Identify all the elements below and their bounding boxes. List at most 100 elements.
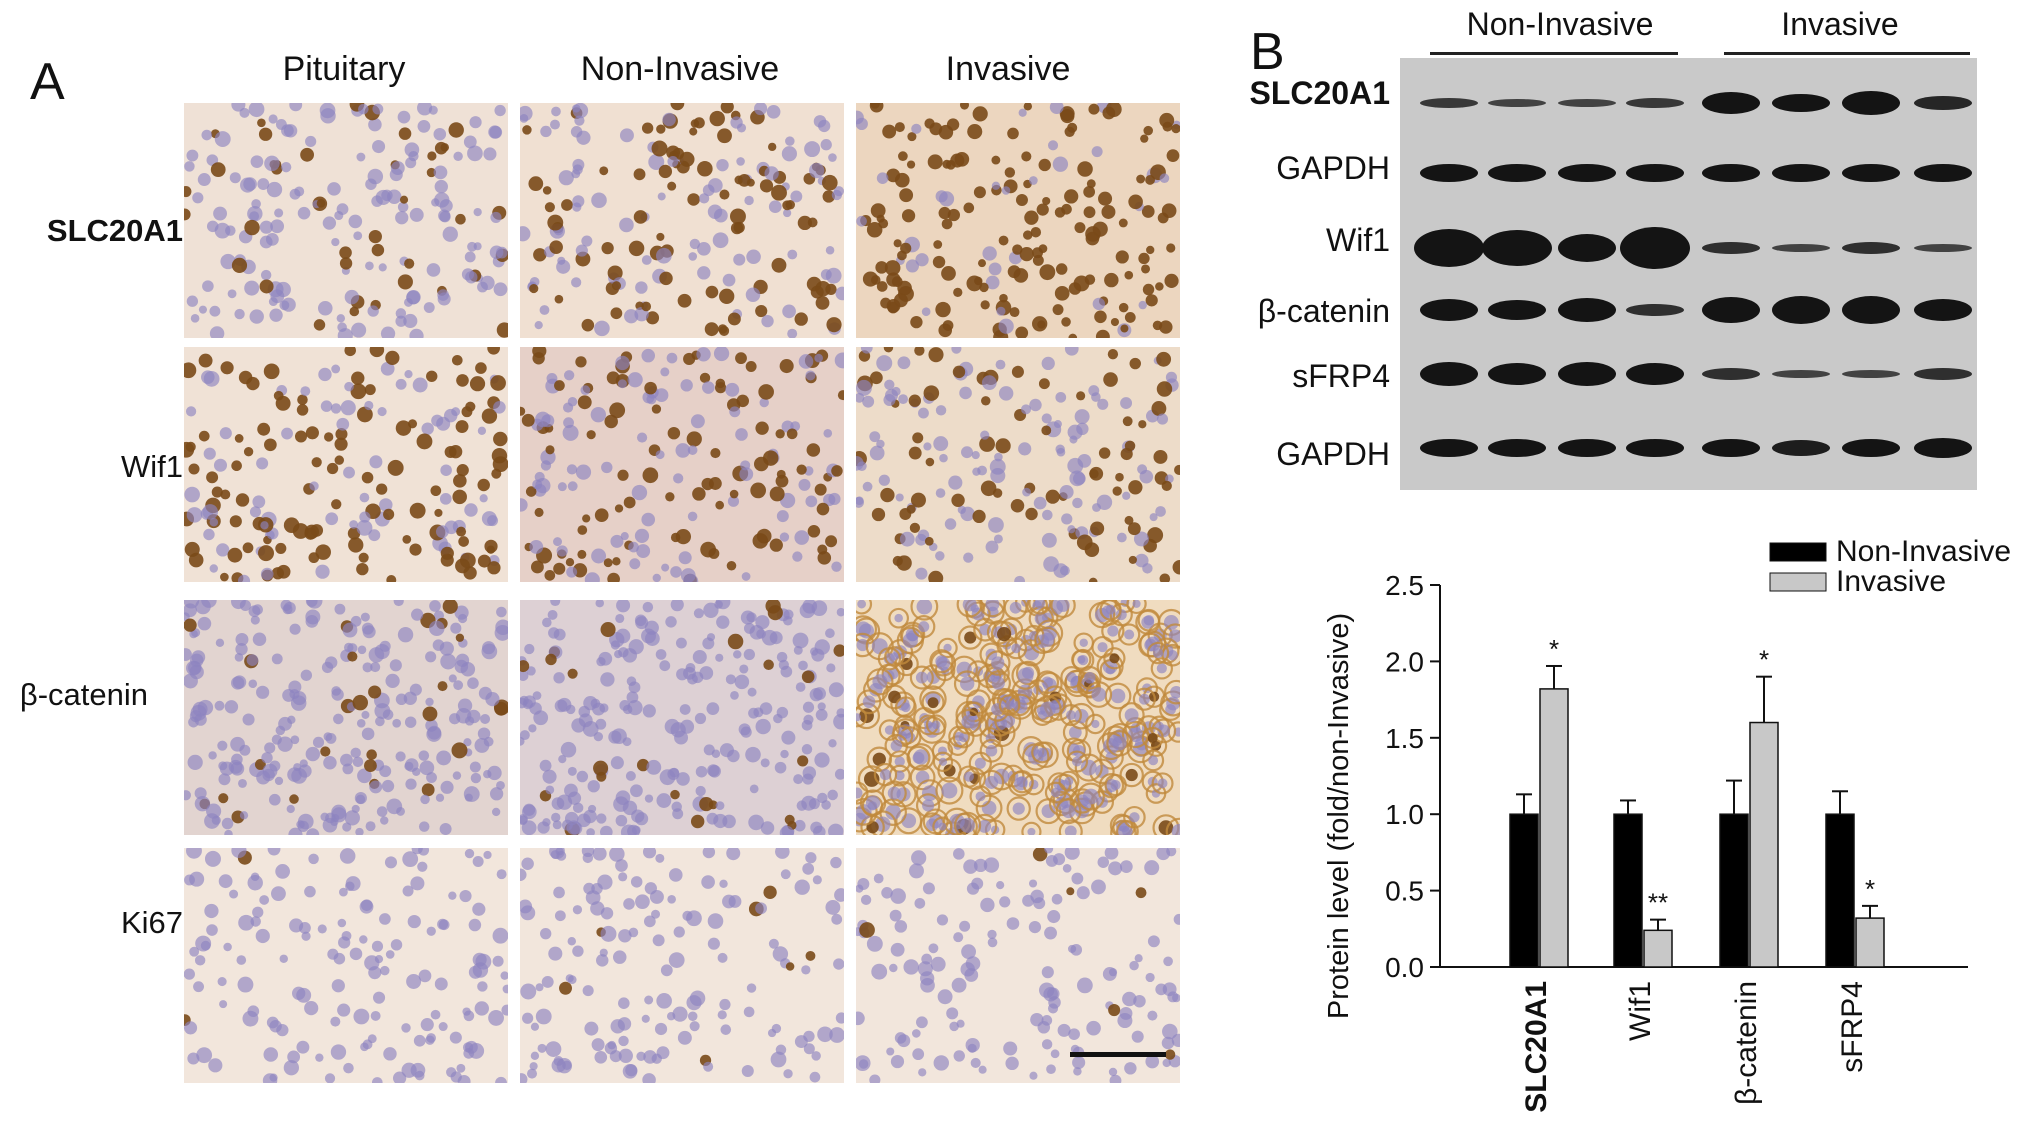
blot-group-line-invasive: [1724, 52, 1970, 55]
blot-band-r1-l2: [1558, 164, 1616, 182]
blot-band-r3-l7: [1914, 299, 1972, 321]
ihc-tile-r2-c0: [184, 600, 508, 835]
y-tick-label: 2.0: [1385, 646, 1424, 677]
blot-band-r3-l0: [1420, 299, 1478, 321]
blot-band-r1-l1: [1488, 164, 1546, 182]
bar-invasive-3: [1855, 917, 1885, 968]
y-tick-label: 1.0: [1385, 799, 1424, 830]
blot-band-r0-l1: [1488, 99, 1546, 107]
column-header-invasive: Invasive: [945, 50, 1071, 88]
blot-band-r2-l5: [1772, 244, 1830, 252]
bar-non-invasive-3: [1825, 813, 1855, 968]
blot-band-r1-l0: [1420, 164, 1478, 182]
western-blot-bands: [1414, 91, 1972, 458]
bar-invasive-0: [1539, 688, 1569, 968]
significance-marker: **: [1648, 888, 1668, 918]
blot-group-non-invasive: Non-Invasive: [1466, 6, 1654, 42]
bar-non-invasive-1: [1613, 813, 1643, 968]
blot-band-r2-l0: [1414, 229, 1484, 267]
western-blot: [1400, 58, 1977, 490]
blot-band-r5-l6: [1842, 439, 1900, 457]
blot-band-r2-l2: [1558, 234, 1616, 262]
y-axis-title: Protein level (fold/non-Invasive): [1323, 613, 1355, 1019]
row-label-slc20a1: SLC20A1: [46, 213, 183, 248]
ihc-tile-r1-c0: [184, 347, 508, 582]
blot-band-r5-l7: [1914, 438, 1972, 458]
legend-label-0: Non-Invasive: [1836, 535, 2011, 568]
blot-band-r3-l6: [1842, 296, 1900, 324]
blot-band-r2-l6: [1842, 242, 1900, 254]
blot-band-r0-l3: [1626, 98, 1684, 108]
y-tick-label: 1.5: [1385, 723, 1424, 754]
ihc-tile-r3-c0: [184, 848, 508, 1083]
ihc-tile-r2-c2: [856, 600, 1180, 835]
blot-band-r2-l4: [1702, 242, 1760, 254]
blot-band-r1-l3: [1626, 164, 1684, 182]
scale-bar: [1070, 1052, 1166, 1057]
y-tick-label: 2.5: [1385, 570, 1424, 601]
row-label-beta-catenin: β-catenin: [19, 677, 148, 712]
ihc-tile-r0-c1: [520, 103, 844, 338]
protein-level-bar-chart: 0.0 0.5 1.0 1.5 2.0 2.5 Protein level (fold/no…: [1323, 535, 2011, 1113]
column-header-non-invasive: Non-Invasive: [580, 50, 780, 88]
blot-band-r0-l7: [1914, 96, 1972, 110]
blot-group-invasive: Invasive: [1781, 6, 1899, 42]
ihc-tile-r1-c1: [520, 347, 844, 582]
legend-swatch-0: [1769, 542, 1827, 562]
blot-band-r2-l1: [1482, 230, 1552, 266]
blot-band-r5-l4: [1702, 439, 1760, 457]
ihc-tile-r0-c2: [856, 103, 1180, 338]
blot-band-r1-l6: [1842, 164, 1900, 182]
bar-non-invasive-2: [1719, 813, 1749, 968]
blot-band-r5-l3: [1626, 439, 1684, 457]
blot-band-r4-l0: [1420, 362, 1478, 386]
bar-invasive-1: [1643, 929, 1673, 968]
column-header-pituitary: Pituitary: [282, 50, 406, 88]
bar-non-invasive-0: [1509, 813, 1539, 968]
legend-swatch-1: [1769, 572, 1827, 592]
blot-band-r4-l5: [1772, 370, 1830, 378]
blot-band-r5-l5: [1772, 440, 1830, 456]
bar-invasive-2: [1749, 721, 1779, 968]
x-category-label: β-catenin: [1730, 981, 1763, 1105]
blot-band-r4-l6: [1842, 370, 1900, 378]
blot-band-r0-l2: [1558, 99, 1616, 107]
significance-marker: *: [1549, 634, 1559, 664]
blot-band-r1-l7: [1914, 164, 1972, 182]
blot-band-r0-l5: [1772, 94, 1830, 112]
blot-band-r5-l2: [1558, 439, 1616, 457]
row-label-ki67: Ki67: [120, 905, 183, 940]
blot-band-r4-l7: [1914, 368, 1972, 380]
ihc-tile-r2-c1: [520, 600, 844, 835]
blot-band-r1-l5: [1772, 164, 1830, 182]
blot-band-r2-l7: [1914, 244, 1972, 252]
y-tick-label: 0.5: [1385, 876, 1424, 907]
significance-marker: *: [1865, 874, 1875, 904]
blot-band-r3-l4: [1702, 297, 1760, 323]
blot-band-r5-l0: [1420, 439, 1478, 457]
significance-marker: *: [1759, 645, 1769, 675]
blot-group-line-non-invasive: [1430, 52, 1678, 55]
blot-band-r4-l1: [1488, 363, 1546, 385]
blot-band-r3-l2: [1558, 298, 1616, 322]
blot-band-r3-l5: [1772, 296, 1830, 324]
blot-label-slc20a1: SLC20A1: [1249, 75, 1391, 111]
ihc-tile-r0-c0: [184, 103, 508, 338]
blot-label-beta-catenin: β-catenin: [1257, 293, 1390, 329]
blot-label-wif1: Wif1: [1326, 222, 1390, 258]
x-category-label: Wif1: [1624, 981, 1657, 1041]
chart-axes: 0.0 0.5 1.0 1.5 2.0 2.5 Protein level (fold/no…: [1323, 570, 1968, 1113]
panel-a-letter: A: [30, 53, 65, 111]
blot-label-gapdh-2: GAPDH: [1276, 436, 1390, 472]
ihc-tile-r1-c2: [856, 347, 1180, 582]
blot-label-sfrp4: sFRP4: [1292, 358, 1390, 394]
blot-band-r0-l4: [1702, 92, 1760, 114]
legend-label-1: Invasive: [1836, 565, 1946, 598]
blot-band-r3-l1: [1488, 300, 1546, 320]
blot-band-r2-l3: [1620, 227, 1690, 269]
chart-bars: *****: [1509, 634, 1885, 968]
blot-band-r0-l6: [1842, 91, 1900, 115]
y-tick-label: 0.0: [1385, 952, 1424, 983]
ihc-tile-r3-c2: [856, 848, 1180, 1083]
